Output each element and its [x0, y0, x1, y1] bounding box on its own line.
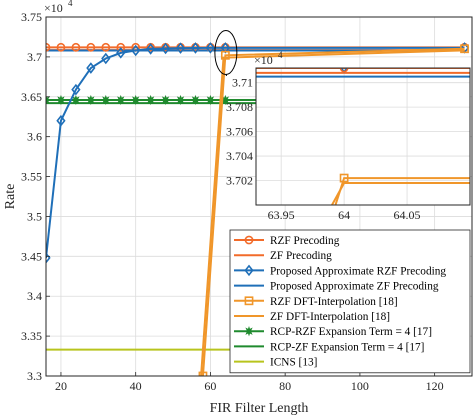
circle-marker	[116, 42, 126, 52]
legend-label: Proposed Approximate ZF Precoding	[270, 281, 439, 293]
y-tick-label: 3.75	[21, 10, 42, 24]
circle-marker	[101, 42, 111, 52]
diamond-marker	[116, 47, 126, 59]
square-marker	[460, 44, 469, 54]
square-marker	[220, 50, 230, 60]
diamond-marker	[244, 264, 254, 277]
diamond-marker	[205, 42, 216, 54]
inset-x-tick-label: 63.95	[268, 208, 295, 222]
legend-item-zf-dft-interpolation-18: ZF DFT-Interpolation [18]	[234, 311, 390, 323]
y-tick-label: 3.3	[27, 369, 42, 383]
circle-marker	[71, 42, 81, 52]
legend-item-proposed-approximate-zf-precoding: Proposed Approximate ZF Precoding	[234, 281, 439, 293]
diamond-marker	[175, 42, 186, 54]
legend-label: RZF DFT-Interpolation [18]	[270, 296, 398, 308]
inset-series-line	[330, 181, 470, 205]
inset-x-tick-label: 64.05	[394, 208, 421, 222]
inset-y-exponent-power: 4	[278, 50, 283, 60]
legend-item-rzf-dft-interpolation-18: RZF DFT-Interpolation [18]	[234, 296, 398, 308]
diamond-marker	[190, 42, 201, 54]
y-tick-label: 3.6	[27, 130, 42, 144]
inset-series-zf-dft-interpolation-18	[330, 181, 470, 205]
x-axis-label: FIR Filter Length	[210, 401, 309, 416]
star-marker	[243, 326, 255, 337]
y-exponent-label: ×10	[44, 1, 63, 15]
inset-series-line	[334, 177, 470, 205]
legend-item-rcp-zf-expansion-term-4-17: RCP-ZF Expansion Term = 4 [17]	[234, 341, 424, 353]
inset-frame	[255, 67, 471, 206]
legend-item-rzf-precoding: RZF Precoding	[234, 235, 340, 247]
diamond-marker	[146, 43, 156, 55]
diamond-marker	[160, 42, 171, 55]
diamond-marker	[86, 62, 96, 74]
y-tick-label: 3.5	[27, 209, 42, 223]
y-tick-label: 3.45	[21, 249, 42, 263]
inset-y-tick-label: 3.704	[226, 149, 253, 163]
legend-label: RZF Precoding	[270, 235, 340, 247]
series-proposed-approximate-rzf-precoding	[46, 42, 470, 264]
main-plot-frame	[45, 16, 473, 377]
x-tick-label: 60	[204, 379, 216, 393]
legend-item-rcp-rzf-expansion-term-4-17: RCP-RZF Expansion Term = 4 [17]	[234, 326, 432, 338]
square-marker	[339, 173, 349, 183]
legend-label: ICNS [13]	[270, 357, 317, 369]
legend-box	[229, 229, 471, 374]
series-line	[201, 47, 465, 376]
inset-y-exponent-label: ×10	[254, 53, 273, 67]
square-marker	[244, 296, 254, 306]
legend-label: ZF DFT-Interpolation [18]	[270, 311, 390, 323]
circle-marker	[86, 42, 96, 52]
main-ticks: 20 40 60 80 100 120 3.3 3.35 3.4 3.45 3.5 3.55 3.6 3.…	[21, 10, 444, 393]
diamond-marker	[56, 114, 66, 127]
y-tick-label: 3.65	[21, 90, 42, 104]
legend-item-zf-precoding: ZF Precoding	[234, 250, 332, 262]
inset-y-tick-label: 3.706	[226, 125, 253, 139]
inset-background	[256, 68, 470, 205]
x-tick-label: 100	[351, 379, 369, 393]
x-tick-label: 40	[130, 379, 142, 393]
circle-marker	[56, 42, 66, 52]
legend-label: ZF Precoding	[270, 250, 332, 262]
x-tick-label: 20	[55, 379, 67, 393]
diamond-marker	[101, 52, 111, 65]
diamond-marker	[71, 83, 81, 96]
legend-item-proposed-approximate-rzf-precoding: Proposed Approximate RZF Precoding	[234, 264, 446, 277]
y-axis-label: Rate	[3, 184, 18, 210]
y-tick-label: 3.7	[27, 50, 42, 64]
x-tick-label: 80	[279, 379, 291, 393]
series-line	[46, 46, 465, 259]
y-exponent-power: 4	[68, 0, 73, 8]
inset-y-tick-label: 3.708	[226, 100, 253, 114]
series-line	[200, 49, 465, 376]
x-tick-label: 120	[426, 379, 444, 393]
legend-label: RCP-RZF Expansion Term = 4 [17]	[270, 326, 432, 338]
series-rcp-rzf-expansion-term-4-17	[46, 94, 470, 106]
inset-ticks: 63.95 64 64.05 3.702 3.704 3.706 3.708 3.71	[226, 76, 421, 222]
y-tick-label: 3.35	[21, 329, 42, 343]
y-tick-label: 3.55	[21, 170, 42, 184]
circle-marker	[244, 235, 254, 245]
inset-series-layer	[256, 68, 470, 205]
inset-series-rzf-dft-interpolation-18	[334, 173, 470, 205]
star-marker	[46, 94, 52, 106]
legend: RZF Precoding ZF Precoding Proposed Approx…	[229, 229, 471, 374]
legend-label: RCP-ZF Expansion Term = 4 [17]	[270, 341, 424, 353]
diamond-marker	[131, 44, 141, 57]
y-tick-label: 3.4	[27, 289, 42, 303]
series-zf-dft-interpolation-18	[200, 49, 465, 376]
inset-y-tick-label: 3.702	[226, 174, 253, 188]
main-series-layer	[46, 42, 470, 376]
legend-item-icns-13: ICNS [13]	[234, 357, 317, 369]
inset-x-tick-label: 64	[338, 208, 350, 222]
legend-label: Proposed Approximate RZF Precoding	[270, 265, 446, 277]
inset-y-tick-label: 3.71	[232, 76, 253, 90]
inset-plot: 63.95 64 64.05 3.702 3.704 3.706 3.708 3.71 ×10…	[226, 50, 471, 222]
